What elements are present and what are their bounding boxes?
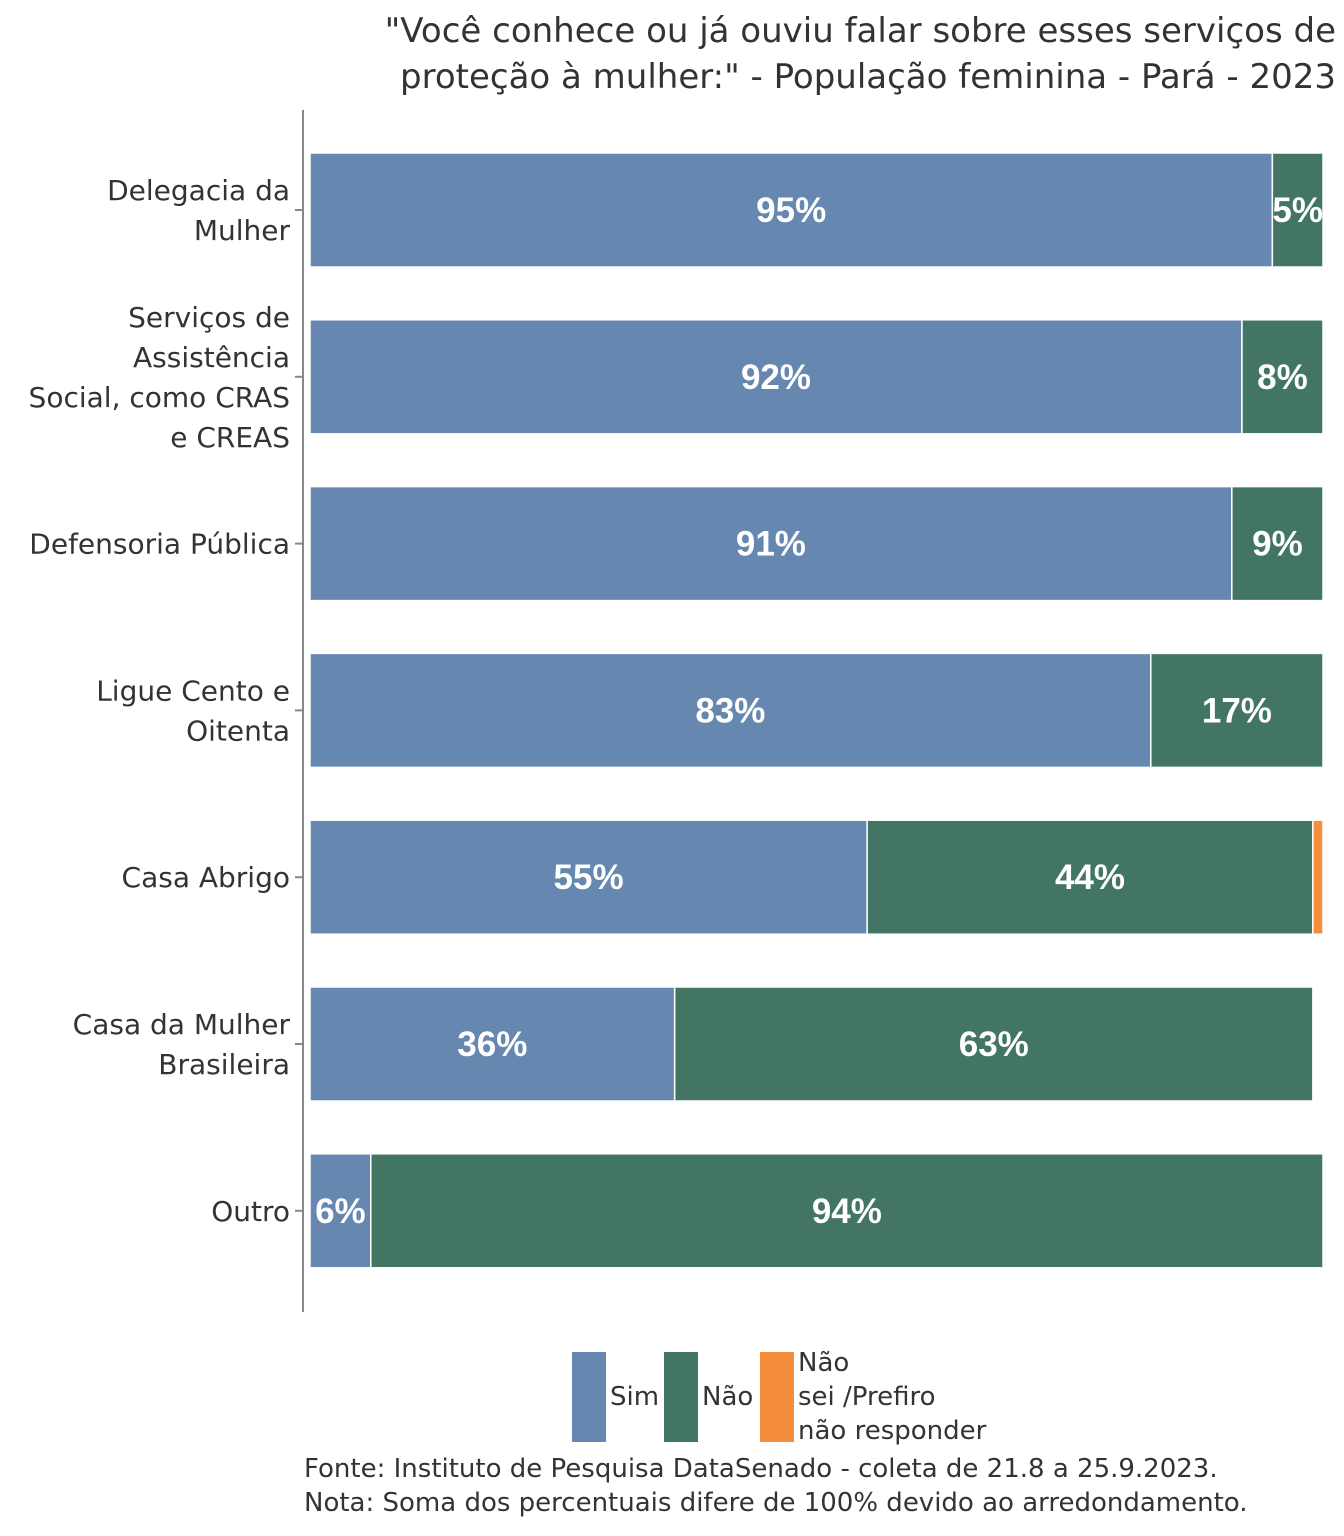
- stacked-bar-chart: 95% 5% Delegacia da Mulher 92% 8% Serviços de A…: [29, 110, 1324, 1312]
- data-label-2-row-7: 94%: [812, 1192, 882, 1231]
- category-label-1-line-2: Mulher: [194, 214, 291, 247]
- bar-segment-2-row-5: [866, 819, 1314, 935]
- rounding-note: Nota: Soma dos percentuais difere de 100…: [304, 1488, 1248, 1518]
- chart-title-line-1: "Você conhece ou já ouviu falar sobre es…: [384, 11, 1336, 51]
- bar-segment-1-row-7: [309, 1153, 372, 1269]
- bar-segment-1-row-6: [309, 986, 676, 1102]
- category-label-5-line-1: Casa Abrigo: [122, 861, 290, 894]
- bar-segment-1-row-2: [309, 319, 1243, 435]
- data-label-1-row-4: 83%: [695, 691, 765, 730]
- bar-segment-2-row-6: [673, 986, 1314, 1102]
- data-label-1-row-5: 55%: [554, 858, 624, 897]
- source-note: Fonte: Instituto de Pesquisa DataSenado …: [304, 1454, 1218, 1484]
- data-label-2-row-6: 63%: [959, 1025, 1029, 1064]
- category-label-3-line-1: Defensoria Pública: [29, 528, 290, 561]
- chart-footer: Fonte: Instituto de Pesquisa DataSenado …: [304, 1452, 1248, 1520]
- legend-label-3: Não sei /Prefiro não responder: [798, 1348, 987, 1446]
- data-label-2-row-3: 9%: [1252, 525, 1303, 564]
- data-label-2-row-5: 44%: [1055, 858, 1125, 897]
- legend-swatch-2: [664, 1352, 698, 1442]
- bar-segment-1-row-5: [309, 819, 868, 935]
- data-label-1-row-6: 36%: [457, 1025, 527, 1064]
- data-label-2-row-2: 8%: [1257, 358, 1308, 397]
- legend-swatch-3: [760, 1352, 794, 1442]
- category-label-2-line-3: Social, como CRAS: [29, 381, 290, 414]
- bar-segment-2-row-1: [1271, 152, 1324, 268]
- bar-segment-1-row-4: [309, 652, 1152, 769]
- legend-label-2: Não: [702, 1382, 754, 1412]
- bar-segment-2-row-7: [370, 1153, 1324, 1269]
- category-label-2-line-2: Assistência: [133, 341, 290, 374]
- data-label-1-row-3: 91%: [736, 525, 806, 564]
- chart-title-line-2: proteção à mulher:" - População feminina…: [400, 57, 1336, 97]
- category-label-1-line-1: Delegacia da: [107, 174, 290, 207]
- legend-label-1: Sim: [610, 1382, 660, 1412]
- category-label-6-line-1: Casa da Mulher: [73, 1008, 291, 1041]
- category-label-4-line-2: Oitenta: [186, 714, 290, 747]
- bar-segment-2-row-2: [1241, 319, 1324, 435]
- chart-title: "Você conhece ou já ouviu falar sobre es…: [300, 8, 1336, 100]
- bar-segment-2-row-4: [1150, 652, 1324, 769]
- category-label-6-line-2: Brasileira: [158, 1048, 290, 1081]
- data-label-1-row-7: 6%: [315, 1192, 366, 1231]
- category-label-2-line-1: Serviços de: [128, 301, 290, 334]
- bar-segment-3-row-5: [1312, 819, 1324, 935]
- category-label-2-line-4: e CREAS: [170, 421, 290, 454]
- category-label-4-line-1: Ligue Cento e: [96, 674, 290, 707]
- bar-segment-1-row-3: [309, 485, 1233, 602]
- legend-swatch-1: [572, 1352, 606, 1442]
- bar-segment-1-row-1: [309, 152, 1274, 268]
- bar-segment-2-row-3: [1231, 485, 1324, 602]
- data-label-1-row-1: 95%: [756, 191, 826, 230]
- data-label-2-row-4: 17%: [1202, 691, 1272, 730]
- category-label-7-line-1: Outro: [211, 1195, 290, 1228]
- data-label-1-row-2: 92%: [741, 358, 811, 397]
- data-label-2-row-1: 5%: [1272, 191, 1323, 230]
